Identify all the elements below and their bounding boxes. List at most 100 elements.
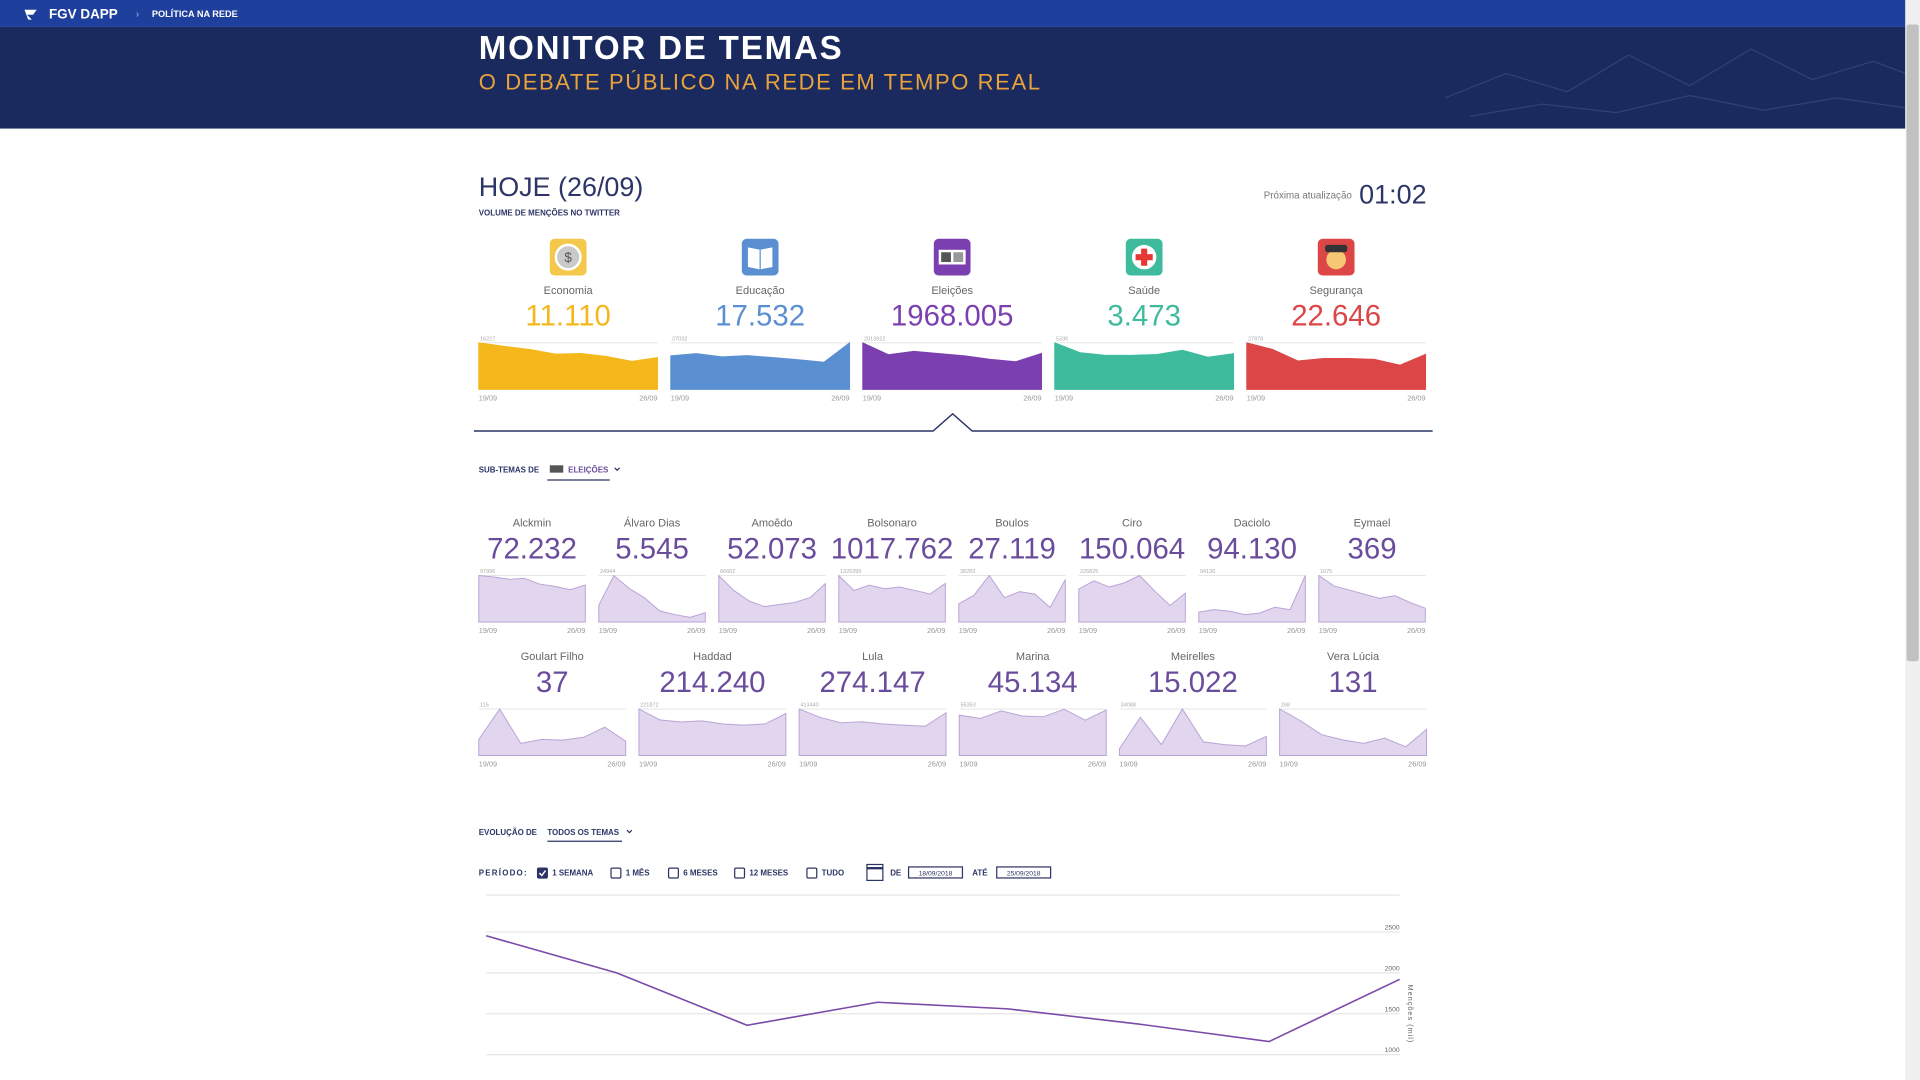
subtheme-value: 369 xyxy=(1348,532,1397,565)
sparkline-max: 1326395 xyxy=(840,569,861,575)
sparkline-max: 55353 xyxy=(960,703,975,709)
subtheme-name: Haddad xyxy=(693,651,732,663)
sparkline-area xyxy=(1078,574,1186,623)
from-input[interactable] xyxy=(907,866,964,879)
sparkline-max: 27032 xyxy=(672,336,687,342)
breadcrumb-separator: › xyxy=(136,9,139,20)
sparkline-start-date: 19/09 xyxy=(839,626,857,635)
subtheme-name: Álvaro Dias xyxy=(624,517,681,530)
sparkline-max: 97996 xyxy=(480,569,495,575)
period-checkbox[interactable] xyxy=(734,867,746,879)
sparkline-end-date: 26/09 xyxy=(928,760,946,769)
subtheme-value: 27.119 xyxy=(968,532,1056,565)
sparkline-max: 24944 xyxy=(600,569,615,575)
period-checkbox[interactable] xyxy=(536,867,548,879)
selector-line xyxy=(473,412,1433,432)
period-option: TUDO xyxy=(822,869,845,878)
theme-icon[interactable] xyxy=(1125,238,1163,276)
sparkline-start-date: 19/09 xyxy=(671,393,689,402)
sparkline-max: 16227 xyxy=(480,336,495,342)
subtheme-name: Goulart Filho xyxy=(521,651,584,663)
subtheme-name: Bolsonaro xyxy=(867,518,917,530)
sparkline-end-date: 26/09 xyxy=(1088,760,1106,769)
cross xyxy=(1135,248,1153,266)
series-line xyxy=(485,934,1400,1043)
subtheme-icon xyxy=(549,465,564,473)
sparkline-area xyxy=(478,574,586,623)
sparkline-max: 38283 xyxy=(960,569,975,575)
sparkline-area xyxy=(862,342,1043,390)
subtheme-value: 15.022 xyxy=(1148,666,1238,699)
sparkline-end-date: 26/09 xyxy=(768,760,786,769)
sparkline-end-date: 26/09 xyxy=(1047,626,1065,635)
next-update-label: Próxima atualização xyxy=(1264,190,1353,201)
brand[interactable]: FGV DAPP xyxy=(49,6,118,21)
to-input[interactable] xyxy=(996,866,1052,879)
sparkline-start-date: 19/09 xyxy=(1319,626,1337,635)
subtheme-value: 1017.762 xyxy=(831,532,954,565)
period-checkbox[interactable] xyxy=(610,867,622,879)
sparkline-end-date: 26/09 xyxy=(927,626,945,635)
scrollbar-thumb[interactable] xyxy=(1906,24,1919,662)
subthemes-label: SUB-TEMAS DE xyxy=(479,466,539,475)
theme-value: 11.110 xyxy=(525,300,610,333)
to-date: 25/09/2018 xyxy=(1007,871,1041,878)
sparkline-start-date: 19/09 xyxy=(479,626,497,635)
sparkline-area xyxy=(1246,342,1427,390)
period-checkbox[interactable] xyxy=(806,867,818,879)
period-option: 6 MESES xyxy=(683,869,717,878)
subtheme-name: Boulos xyxy=(995,518,1029,530)
sparkline-start-date: 19/09 xyxy=(863,393,881,402)
sparkline-start-date: 19/09 xyxy=(639,760,657,769)
subtheme-value: 150.064 xyxy=(1079,532,1185,565)
sparkline-area xyxy=(670,341,851,390)
y-axis-label: Menções (mil) xyxy=(1406,985,1415,1044)
banner xyxy=(0,26,1906,129)
breadcrumb[interactable]: POLÍTICA NA REDE xyxy=(152,9,238,19)
theme-value: 3.473 xyxy=(1107,300,1181,333)
sparkline-max: 221872 xyxy=(640,703,658,709)
sparkline-start-date: 19/09 xyxy=(959,760,977,769)
sparkline-end-date: 26/09 xyxy=(687,626,705,635)
sparkline-end-date: 26/09 xyxy=(1287,626,1305,635)
sparkline-end-date: 26/09 xyxy=(1215,393,1233,402)
today-title: HOJE (26/09) xyxy=(479,172,644,202)
theme-icon[interactable]: $ xyxy=(549,238,587,276)
subtheme-name: Vera Lúcia xyxy=(1327,651,1380,663)
sparkline-end-date: 26/09 xyxy=(1407,626,1425,635)
from-date: 18/09/2018 xyxy=(919,871,953,878)
sparkline-area xyxy=(1118,708,1267,756)
calendar-icon xyxy=(866,863,884,882)
sparkline-area xyxy=(838,574,946,623)
sparkline-max: 94130 xyxy=(1200,569,1215,575)
from-label: DE xyxy=(890,869,901,878)
theme-name: Saúde xyxy=(1128,285,1160,297)
sparkline-max: 27878 xyxy=(1248,336,1263,342)
sparkline-area xyxy=(958,708,1107,756)
dropdown-chevron xyxy=(626,829,633,834)
period-label: PERÍODO: xyxy=(479,869,528,878)
sparkline-start-date: 19/09 xyxy=(1280,760,1298,769)
period-checkbox[interactable] xyxy=(667,867,679,879)
theme-name: Economia xyxy=(544,285,594,297)
sparkline-area xyxy=(1054,342,1235,390)
theme-icon[interactable] xyxy=(1317,238,1355,276)
sparkline-start-date: 19/09 xyxy=(1247,393,1265,402)
sparkline-area xyxy=(478,708,627,756)
theme-icon[interactable] xyxy=(933,238,971,276)
sparkline-end-date: 26/09 xyxy=(831,393,849,402)
sparkline-start-date: 19/09 xyxy=(1199,626,1217,635)
subtheme-value: 5.545 xyxy=(615,532,689,565)
sparkline-start-date: 19/09 xyxy=(1079,626,1097,635)
sparkline-area xyxy=(598,574,706,623)
ballot-screen xyxy=(941,252,951,263)
sparkline-max: 66602 xyxy=(720,569,735,575)
sparkline-max: 268 xyxy=(1281,703,1290,709)
theme-icon[interactable] xyxy=(741,238,779,276)
period-option: 1 SEMANA xyxy=(552,869,593,878)
evolution-selected[interactable]: TODOS OS TEMAS xyxy=(547,828,619,837)
sparkline-area xyxy=(478,342,659,390)
subthemes-selected[interactable]: ELEIÇÕES xyxy=(568,466,608,475)
